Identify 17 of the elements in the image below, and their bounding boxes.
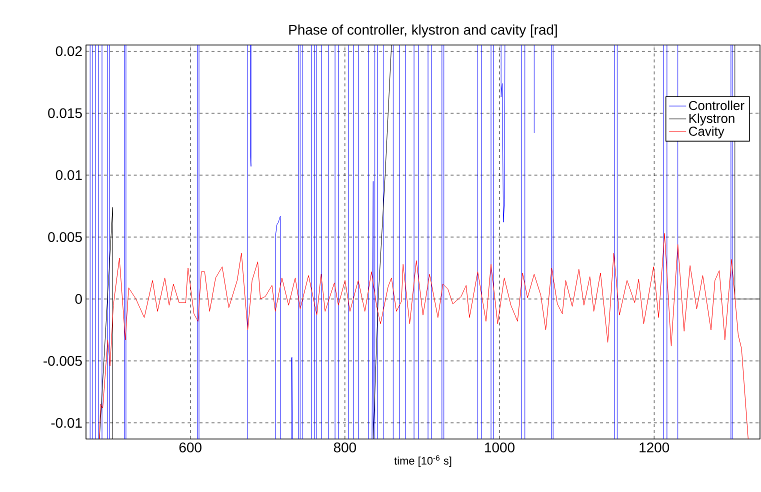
legend-label: Cavity: [689, 126, 724, 138]
x-tick-label: 1200: [640, 442, 670, 452]
line-series: [99, 233, 748, 439]
y-tick-label: 0.02: [56, 46, 82, 56]
y-tick-label: 0: [75, 294, 82, 304]
series-label: Controller: [689, 100, 744, 110]
x-tick-label: 800: [334, 442, 356, 452]
y-tick-label: 0.015: [48, 108, 82, 118]
x-tick-label: 600: [179, 442, 202, 452]
legend-label: Klystron: [689, 113, 734, 126]
x-tick-label: 1000: [485, 442, 514, 452]
y-tick-label: 0.005: [48, 232, 82, 242]
y-tick-label: -0.005: [44, 356, 82, 366]
x-axis-title: time [10$^{-6}$ s]: [394, 455, 452, 467]
chart-title: Phase of controller, klystron and cavity [rad]: [289, 24, 557, 38]
y-tick-label: -0.01: [51, 418, 82, 428]
y-tick-label: 0.01: [56, 170, 82, 180]
